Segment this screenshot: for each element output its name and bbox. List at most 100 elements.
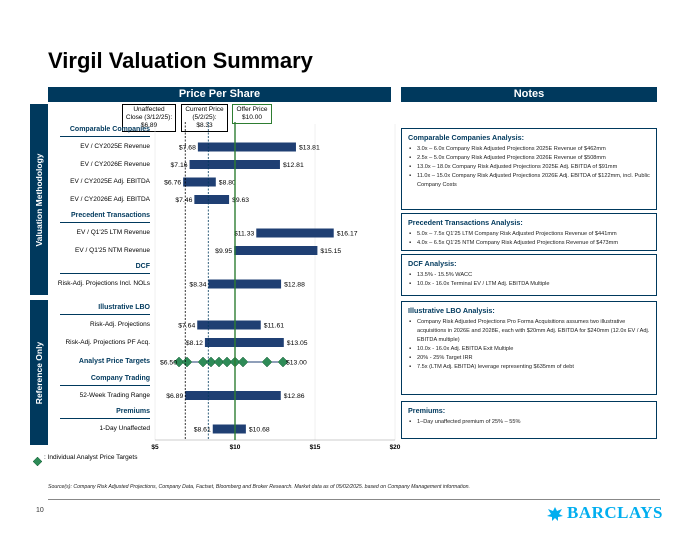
- note-list: 1–Day unaffected premium of 25% – 55%: [408, 418, 650, 427]
- section-title: Analyst Price Targets: [78, 358, 150, 365]
- bar-low-label: $7.46: [175, 197, 192, 204]
- bar-low-label: $7.68: [179, 145, 196, 152]
- bar-low-label: $6.76: [164, 180, 181, 187]
- bar-high-label: $9.63: [232, 197, 249, 204]
- section-underline: [60, 314, 150, 315]
- note-item: 5.0x – 7.5x Q1'25 LTM Company Risk Adjus…: [409, 230, 650, 239]
- note-item: 11.0x – 15.0x Company Risk Adjusted Proj…: [409, 172, 650, 190]
- analyst-target-diamond: [237, 356, 249, 368]
- page-title: Virgil Valuation Summary: [48, 48, 313, 73]
- note-list: 5.0x – 7.5x Q1'25 LTM Company Risk Adjus…: [408, 230, 650, 248]
- analyst-target-diamond: [277, 356, 289, 368]
- notes-header: Notes: [401, 87, 657, 102]
- note-item: 20% - 25% Target IRR: [409, 354, 650, 363]
- footer-divider: [48, 499, 660, 500]
- range-bar: [208, 279, 282, 289]
- bar-low-label: $6.50: [160, 360, 177, 367]
- x-tick-label: $5: [151, 444, 159, 451]
- row-label: EV / CY2026E Adj. EBITDA: [70, 195, 150, 203]
- note-list: 13.5% - 15.5% WACC10.0x - 16.0x Terminal…: [408, 271, 650, 289]
- range-bar: [234, 246, 318, 255]
- section-underline: [60, 222, 150, 223]
- section-title: Comparable Companies: [69, 126, 150, 133]
- note-item: 7.5x (LTM Adj. EBITDA) leverage represen…: [409, 363, 650, 372]
- legend-text: : Individual Analyst Price Targets: [44, 454, 138, 461]
- eagle-icon: [547, 507, 563, 521]
- bar-high-label: $8.80: [219, 180, 236, 187]
- row-label: 52-Week Trading Range: [79, 391, 150, 399]
- note-item: 4.0x – 6.5x Q1'25 NTM Company Risk Adjus…: [409, 239, 650, 248]
- row-label: Risk-Adj. Projections Incl. NOLs: [57, 280, 150, 287]
- bar-high-label: $11.61: [264, 323, 285, 330]
- bar-low-label: $9.95: [215, 248, 232, 255]
- bar-low-label: $6.89: [166, 393, 183, 400]
- note-list: 3.0x – 6.0x Company Risk Adjusted Projec…: [408, 145, 650, 190]
- reference-only-label: Reference Only: [30, 300, 48, 445]
- analyst-target-diamond: [221, 356, 233, 368]
- range-bar: [185, 391, 281, 400]
- row-label: Risk-Adj. Projections: [90, 321, 150, 328]
- section-title: Precedent Transactions: [71, 212, 150, 219]
- range-bar: [183, 177, 216, 187]
- analyst-target-diamond: [197, 356, 209, 368]
- section-title: Illustrative LBO: [98, 304, 150, 311]
- brand-name: BARCLAYS: [567, 503, 663, 522]
- row-label: EV / CY2026E Revenue: [80, 160, 150, 168]
- range-bar: [204, 338, 284, 347]
- note-box: Precedent Transactions Analysis: 5.0x – 7…: [401, 213, 657, 251]
- x-tick-label: $15: [310, 444, 321, 451]
- bar-high-label: $13.05: [287, 340, 308, 347]
- note-item: 1–Day unaffected premium of 25% – 55%: [409, 418, 650, 427]
- bar-low-label: $7.64: [178, 323, 195, 330]
- row-label: 1-Day Unaffected: [99, 425, 150, 432]
- section-underline: [60, 418, 150, 419]
- note-box: Illustrative LBO Analysis: Company Risk A…: [401, 301, 657, 395]
- unaffected-close-label: Unaffected Close (3/12/25): $6.89: [122, 104, 176, 132]
- section-title: DCF: [135, 263, 150, 270]
- bar-low-label: $8.34: [189, 282, 206, 289]
- note-title: Comparable Companies Analysis:: [408, 133, 524, 142]
- note-item: 13.5% - 15.5% WACC: [409, 271, 650, 280]
- row-label: EV / Q1'25 LTM Revenue: [76, 229, 150, 236]
- bar-high-label: $15.15: [320, 248, 341, 255]
- current-price-label: Current Price (5/2/25): $8.33: [181, 104, 228, 132]
- note-item: 10.0x - 16.0x Terminal EV / LTM Adj. EBI…: [409, 280, 650, 289]
- note-title: Illustrative LBO Analysis:: [408, 306, 495, 315]
- note-box: DCF Analysis: 13.5% - 15.5% WACC10.0x - 1…: [401, 254, 657, 296]
- note-item: 3.0x – 6.0x Company Risk Adjusted Projec…: [409, 145, 650, 154]
- x-tick-label: $10: [230, 444, 241, 451]
- note-list: Company Risk Adjusted Projections Pro Fo…: [408, 318, 650, 372]
- section-underline: [60, 136, 150, 137]
- bar-high-label: $12.88: [284, 282, 305, 289]
- x-tick-label: $20: [390, 444, 401, 451]
- range-bar: [212, 424, 246, 434]
- analyst-target-diamond: [173, 356, 185, 368]
- analyst-target-diamond: [181, 356, 193, 368]
- row-label: EV / Q1'25 NTM Revenue: [75, 246, 150, 254]
- note-item: 2.5x – 5.0x Company Risk Adjusted Projec…: [409, 154, 650, 163]
- note-box: Comparable Companies Analysis: 3.0x – 6.0…: [401, 128, 657, 210]
- page-number: 10: [36, 507, 44, 514]
- row-label: EV / CY2025E Revenue: [80, 143, 150, 150]
- section-underline: [60, 384, 150, 386]
- note-item: 13.0x – 18.0x Company Risk Adjusted Proj…: [409, 163, 650, 172]
- row-label: Risk-Adj. Projections PF Acq.: [65, 338, 150, 346]
- section-title: Company Trading: [90, 374, 150, 382]
- bar-high-label: $16.17: [337, 231, 358, 238]
- analyst-target-diamond: [261, 356, 273, 368]
- source-footnote: Source(s): Company Risk Adjusted Project…: [48, 484, 470, 490]
- bar-high-label: $12.81: [283, 162, 304, 169]
- bar-high-label: $10.68: [249, 427, 270, 434]
- analyst-target-diamond: [213, 356, 225, 368]
- valuation-methodology-label: Valuation Methodology: [30, 104, 48, 295]
- price-per-share-header: Price Per Share: [48, 87, 391, 102]
- range-bar: [194, 195, 230, 204]
- note-item: Company Risk Adjusted Projections Pro Fo…: [409, 318, 650, 345]
- row-label: EV / CY2025E Adj. EBITDA: [70, 178, 150, 185]
- range-bar: [197, 320, 261, 330]
- note-box: Premiums: 1–Day unaffected premium of 25%…: [401, 401, 657, 439]
- bar-low-label: $7.16: [171, 162, 188, 169]
- analyst-target-legend-icon: [32, 453, 43, 467]
- note-title: Precedent Transactions Analysis:: [408, 218, 523, 227]
